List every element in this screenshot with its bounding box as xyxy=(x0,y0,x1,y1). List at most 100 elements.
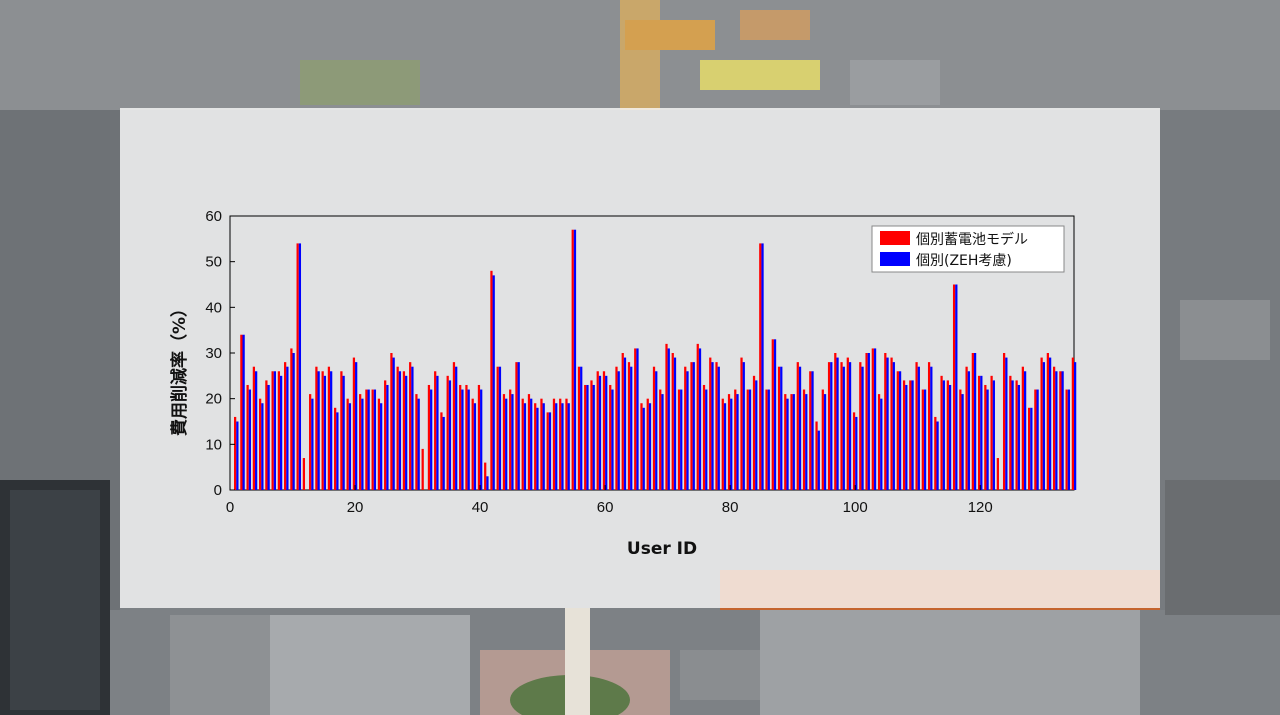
bar-battery-127 xyxy=(1021,366,1024,490)
bar-zeh-43 xyxy=(498,366,502,490)
bar-zeh-29 xyxy=(411,366,414,490)
y-tick-label: 40 xyxy=(205,299,222,316)
y-tick-label: 50 xyxy=(205,254,222,271)
bar-zeh-11 xyxy=(298,243,302,490)
bar-battery-25 xyxy=(384,380,387,490)
bar-battery-62 xyxy=(615,366,618,490)
bar-zeh-16 xyxy=(330,371,333,490)
bar-zeh-80 xyxy=(730,398,733,490)
bar-battery-110 xyxy=(915,362,918,490)
bar-zeh-126 xyxy=(1017,384,1020,490)
bar-zeh-111 xyxy=(923,389,927,490)
bar-battery-26 xyxy=(390,353,393,490)
bar-zeh-89 xyxy=(786,398,789,490)
bar-zeh-131 xyxy=(1048,357,1052,490)
bar-battery-87 xyxy=(771,339,774,490)
bar-zeh-20 xyxy=(355,362,358,490)
bar-zeh-4 xyxy=(255,371,258,490)
bar-battery-33 xyxy=(434,371,437,490)
bar-battery-22 xyxy=(365,389,368,490)
bar-zeh-75 xyxy=(698,348,702,490)
bar-zeh-70 xyxy=(667,348,670,490)
bar-zeh-30 xyxy=(417,398,420,490)
bar-battery-66 xyxy=(640,403,643,490)
bar-battery-52 xyxy=(552,398,556,490)
bar-battery-27 xyxy=(396,366,399,490)
bar-battery-47 xyxy=(521,398,524,490)
bar-zeh-58 xyxy=(592,384,595,490)
bar-zeh-18 xyxy=(342,375,345,490)
bar-battery-49 xyxy=(534,403,537,490)
bar-zeh-105 xyxy=(886,357,889,490)
bar-zeh-91 xyxy=(798,366,802,490)
y-tick-label: 0 xyxy=(214,482,222,499)
bar-zeh-45 xyxy=(511,394,514,490)
bar-battery-75 xyxy=(696,343,699,490)
bar-battery-113 xyxy=(934,416,937,490)
bar-zeh-21 xyxy=(361,398,364,490)
bar-zeh-114 xyxy=(942,380,945,490)
bar-battery-1 xyxy=(234,416,237,490)
bar-zeh-81 xyxy=(736,394,739,490)
bar-battery-120 xyxy=(977,375,981,490)
bar-zeh-37 xyxy=(461,389,464,490)
bar-zeh-121 xyxy=(986,389,989,490)
bar-zeh-117 xyxy=(961,394,964,490)
bar-battery-11 xyxy=(296,243,299,490)
bar-zeh-132 xyxy=(1055,371,1058,490)
bar-battery-76 xyxy=(702,384,706,490)
y-tick-label: 20 xyxy=(205,391,222,408)
bar-zeh-14 xyxy=(317,371,320,490)
bar-zeh-65 xyxy=(636,348,639,490)
bar-zeh-86 xyxy=(767,389,770,490)
bar-zeh-2 xyxy=(242,334,245,490)
bar-zeh-46 xyxy=(517,362,520,490)
bar-zeh-49 xyxy=(536,407,539,490)
bar-battery-37 xyxy=(459,384,462,490)
bar-battery-128 xyxy=(1027,407,1031,490)
bar-zeh-15 xyxy=(323,375,327,490)
bar-battery-84 xyxy=(752,375,756,490)
bar-battery-92 xyxy=(802,389,806,490)
bar-zeh-115 xyxy=(948,384,952,490)
x-tick-label: 100 xyxy=(843,499,868,516)
bar-zeh-7 xyxy=(273,371,277,490)
y-axis-title: 費用削減率（%） xyxy=(169,300,190,436)
bar-zeh-130 xyxy=(1042,362,1045,490)
bar-battery-133 xyxy=(1059,371,1062,490)
bar-battery-115 xyxy=(946,380,949,490)
bar-zeh-109 xyxy=(911,380,914,490)
bar-battery-117 xyxy=(959,389,962,490)
bar-zeh-68 xyxy=(655,371,658,490)
bar-battery-13 xyxy=(309,394,312,490)
bar-zeh-54 xyxy=(567,403,570,490)
bar-zeh-84 xyxy=(755,380,758,490)
bar-zeh-71 xyxy=(673,357,677,490)
bar-battery-57 xyxy=(584,384,587,490)
bar-battery-105 xyxy=(884,353,887,490)
bar-battery-2 xyxy=(240,334,243,490)
bar-zeh-129 xyxy=(1036,389,1039,490)
bar-zeh-87 xyxy=(773,339,777,490)
bar-battery-107 xyxy=(896,371,899,490)
bar-zeh-36 xyxy=(455,366,458,490)
bar-zeh-79 xyxy=(723,403,727,490)
bar-zeh-22 xyxy=(367,389,370,490)
bar-battery-68 xyxy=(652,366,656,490)
bar-zeh-41 xyxy=(486,476,489,490)
bar-battery-109 xyxy=(909,380,912,490)
bar-zeh-42 xyxy=(492,275,495,490)
bar-battery-28 xyxy=(402,371,406,490)
legend-swatch-0 xyxy=(880,231,910,245)
bar-battery-129 xyxy=(1034,389,1037,490)
bar-zeh-95 xyxy=(823,394,827,490)
bar-battery-125 xyxy=(1009,375,1012,490)
bar-battery-97 xyxy=(834,353,837,490)
bar-zeh-13 xyxy=(311,398,314,490)
bar-battery-31 xyxy=(421,448,424,490)
bar-zeh-56 xyxy=(580,366,583,490)
bar-zeh-116 xyxy=(955,284,958,490)
bar-zeh-50 xyxy=(542,403,545,490)
bar-battery-88 xyxy=(777,366,781,490)
